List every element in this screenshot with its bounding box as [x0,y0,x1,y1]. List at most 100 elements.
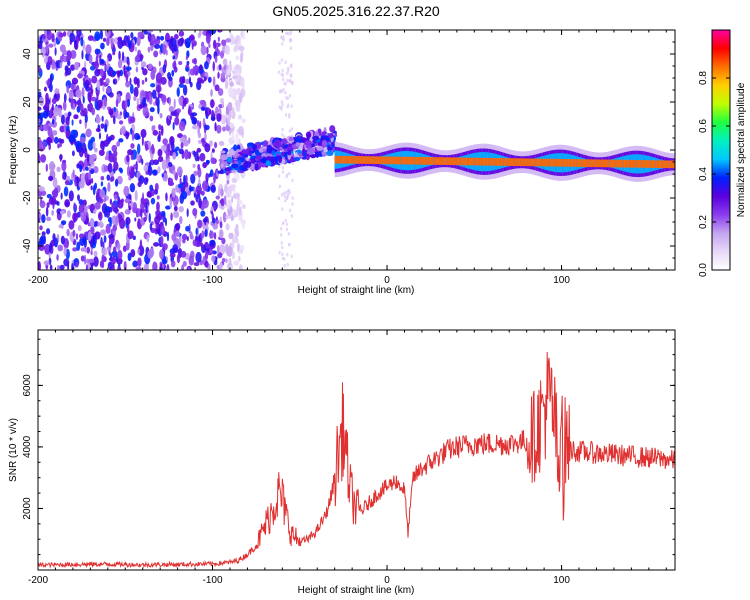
heatmap-cell [428,157,431,165]
heatmap-cell [66,210,71,218]
heatmap-cell [73,39,78,50]
heatmap-cell [451,157,454,166]
heatmap-cell [597,159,600,168]
heatmap-cell [73,114,79,120]
heatmap-cell [379,156,382,165]
heatmap-cell [72,247,78,252]
heatmap-cell [149,222,153,231]
heatmap-cell [98,211,103,221]
heatmap-cell [57,244,64,252]
heatmap-cell [227,101,233,112]
heatmap-cell [204,229,208,238]
heatmap-cell [208,43,211,48]
heatmap-cell [281,42,284,46]
heatmap-cell [157,104,160,115]
heatmap-cell [169,198,173,209]
heatmap-cell [180,141,184,149]
x-tick-label: 100 [553,575,570,586]
heatmap-cell [636,160,639,168]
heatmap-cell [244,161,252,169]
heatmap-cell [604,159,607,168]
heatmap-cell [130,249,136,258]
heatmap-cell [162,43,167,55]
heatmap-cell [204,250,209,260]
heatmap-cell [100,237,103,248]
heatmap-cell [95,220,99,227]
heatmap-cell [76,175,79,187]
heatmap-cell [65,67,72,76]
heatmap-cell [234,192,241,200]
heatmap-cell [99,189,106,199]
heatmap-cell [137,257,142,267]
heatmap-cell [419,156,422,165]
heatmap-cell [187,266,191,270]
heatmap-cell [178,96,184,104]
heatmap-cell [562,158,565,167]
heatmap-cell [464,157,467,166]
heatmap-cell [150,44,154,52]
heatmap-cell [210,116,216,121]
heatmap-cell [334,155,337,164]
heatmap-cell [188,255,195,266]
heatmap-cell [111,250,118,258]
heatmap-cell [171,69,175,77]
heatmap-cell [223,195,227,206]
heatmap-cell [96,79,101,91]
y-tick-label: 20 [22,96,33,108]
heatmap-cell [85,86,91,92]
heatmap-cell [654,160,657,168]
heatmap-cell [193,64,199,76]
heatmap-cell [91,107,96,116]
heatmap-cell [288,136,294,142]
heatmap-cell [123,260,127,270]
heatmap-cell [141,79,145,85]
heatmap-cell [453,157,456,166]
heatmap-cell [127,230,134,240]
heatmap-cell [111,256,117,265]
heatmap-cell [525,158,528,167]
heatmap-cell [287,103,290,107]
heatmap-cell [236,204,239,212]
heatmap-cell [219,221,223,229]
heatmap-cell [196,80,202,91]
heatmap-cell [59,44,66,53]
heatmap-cell [49,74,53,85]
heatmap-cell [116,242,121,251]
heatmap-cell [76,30,81,36]
heatmap-cell [94,31,101,41]
colorbar-tick-label: 0.6 [698,119,709,133]
heatmap-cell [66,120,70,126]
heatmap-cell [83,254,87,265]
heatmap-cell [465,157,468,166]
heatmap-cell [323,146,329,153]
heatmap-cell [117,266,122,270]
heatmap-cell [114,178,119,187]
heatmap-cell [241,221,246,230]
heatmap-cell [205,172,209,182]
heatmap-cell [284,90,287,95]
y-tick-label: -40 [22,238,33,253]
heatmap-cell [165,205,171,210]
heatmap-cell [220,154,228,161]
heatmap-cell [639,160,642,168]
heatmap-cell [446,157,449,166]
heatmap-cell [147,165,151,173]
heatmap-cell [468,157,471,166]
heatmap-cell [537,158,540,167]
heatmap-cell [435,157,438,165]
heatmap-cell [513,158,516,166]
heatmap-cell [290,104,293,108]
heatmap-cell [573,159,576,167]
heatmap-cell [76,241,81,252]
heatmap-cell [239,53,244,64]
heatmap-cell [160,210,166,217]
heatmap-cell [655,160,658,168]
heatmap-cell [202,180,209,192]
colorbar-tick-label: 0.2 [698,215,709,229]
heatmap-cell [361,156,364,164]
heatmap-cell [215,195,220,200]
heatmap-cell [144,77,148,82]
heatmap-cell [59,210,65,215]
heatmap-cell [288,208,292,213]
heatmap-cell [220,188,224,197]
